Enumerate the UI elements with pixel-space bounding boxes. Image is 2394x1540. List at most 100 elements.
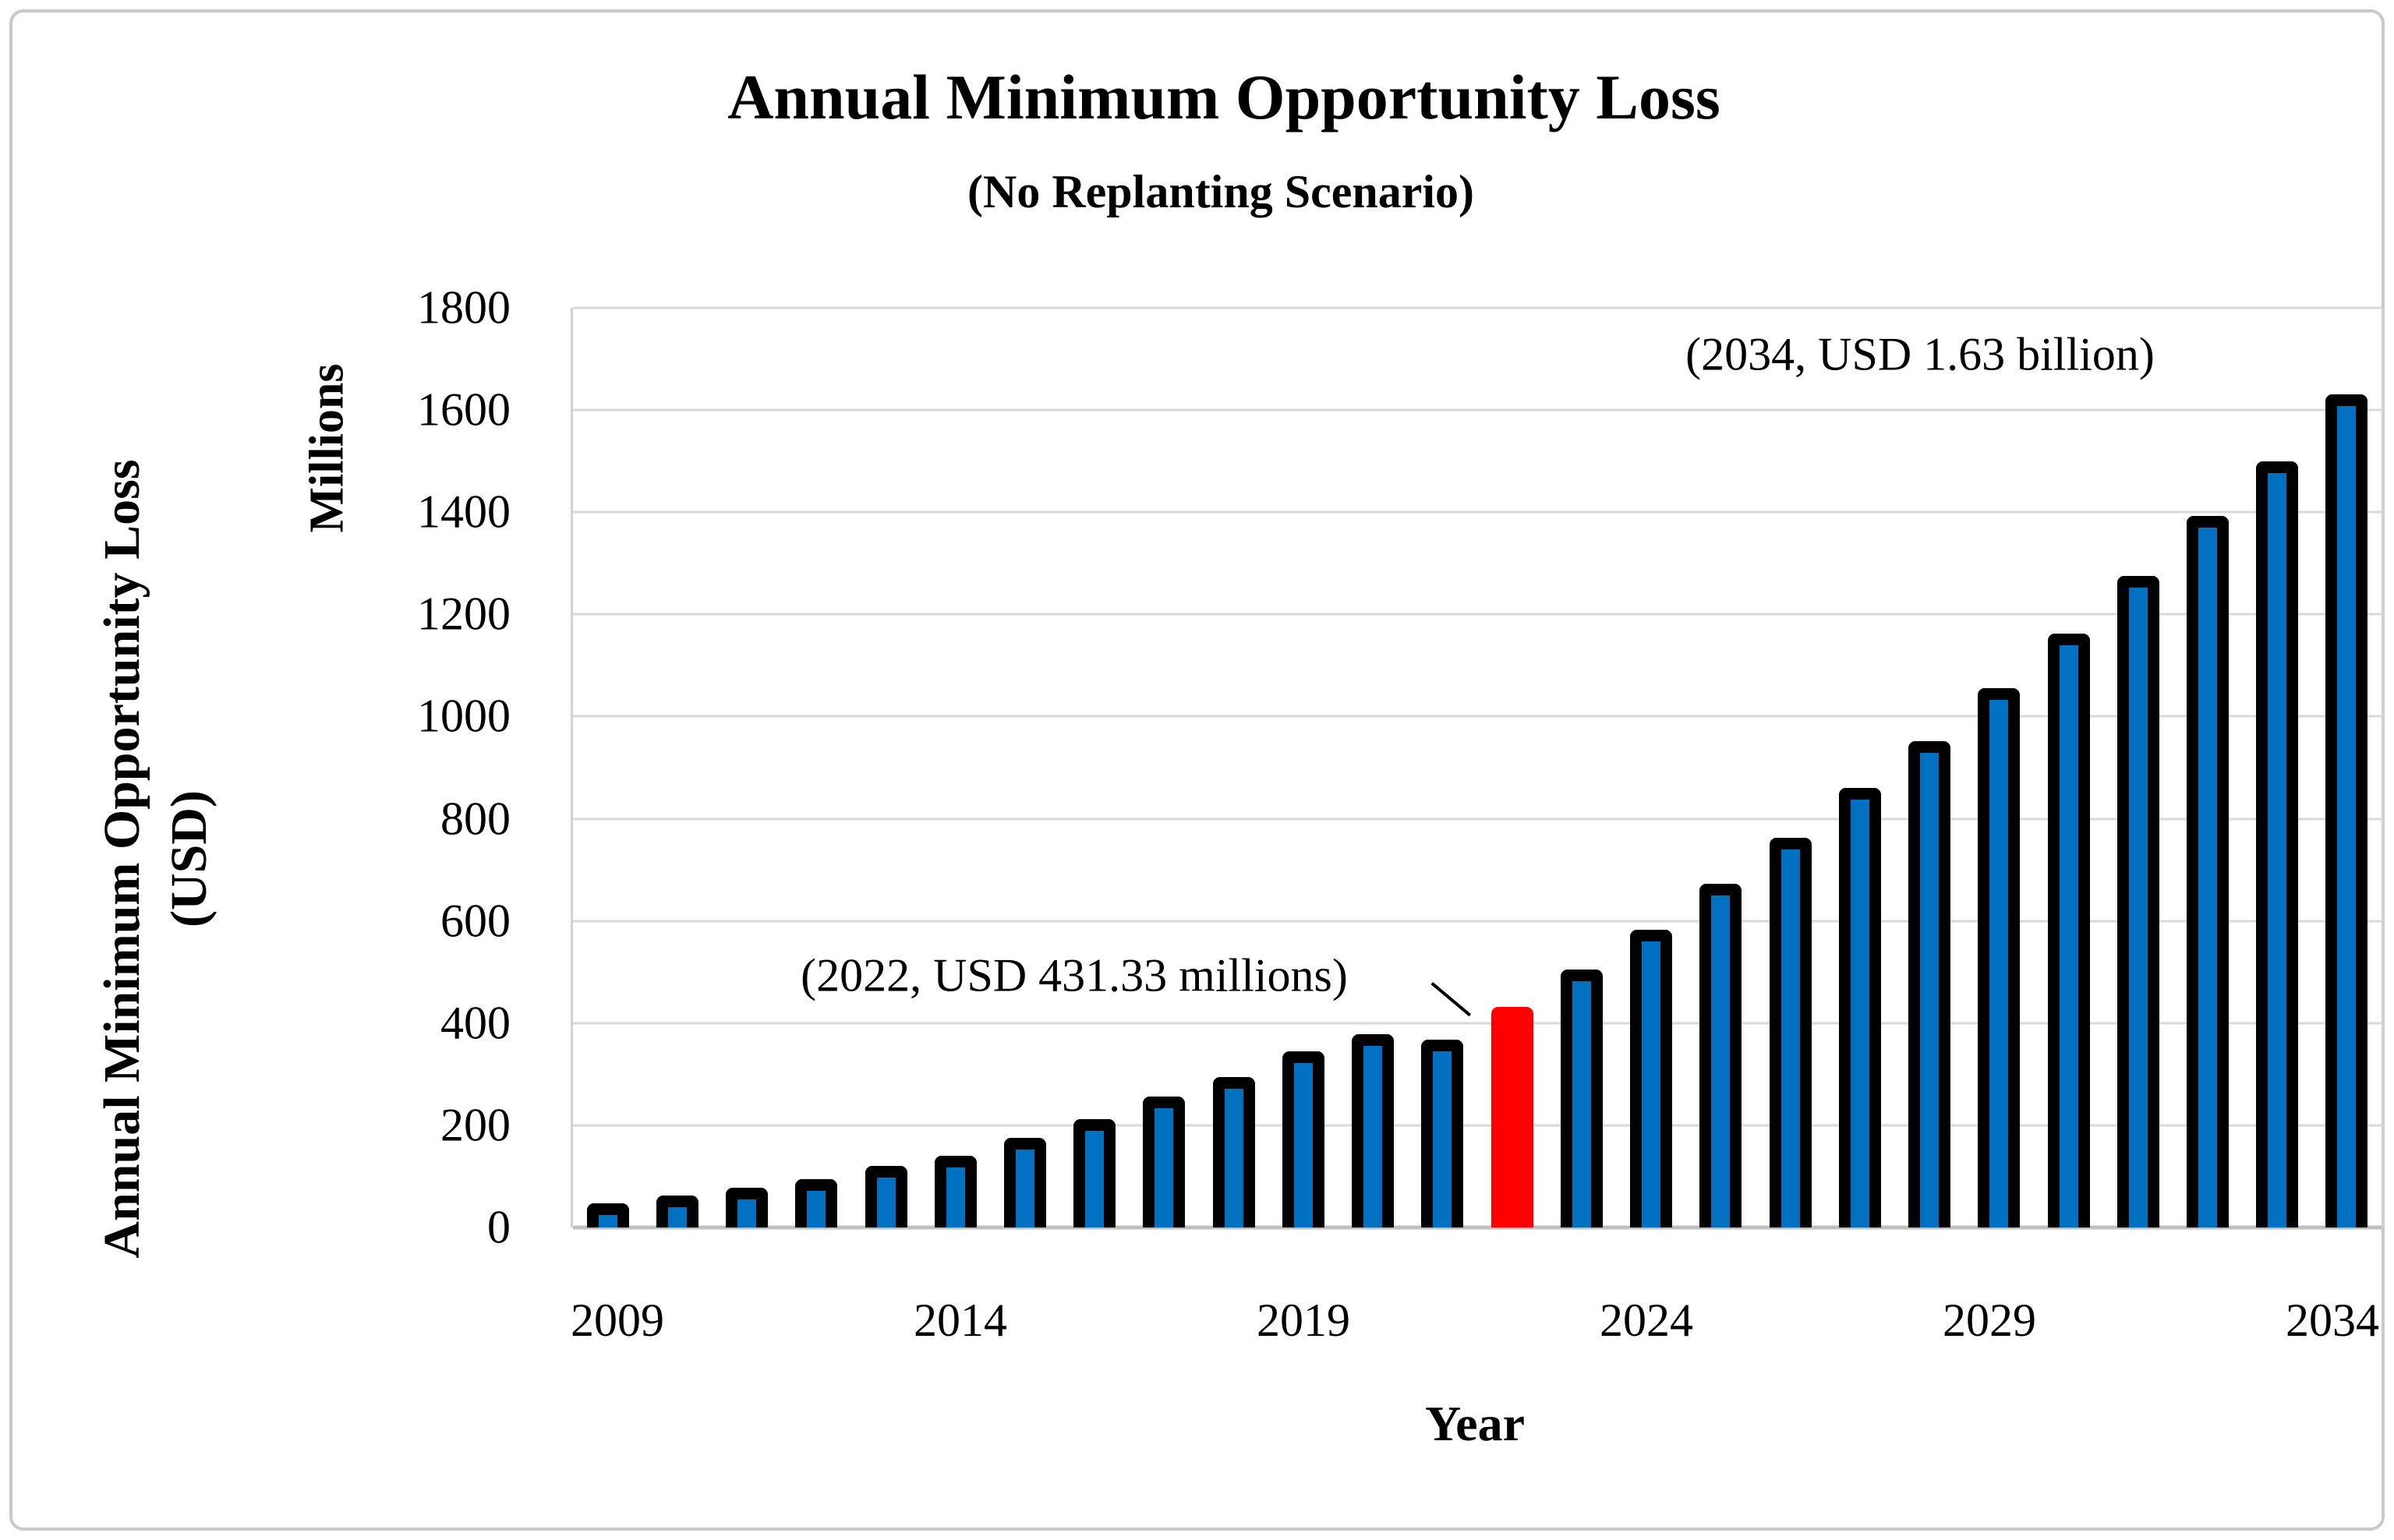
bar-slot-2009: [573, 308, 642, 1227]
bar-slot-2033: [2243, 308, 2312, 1227]
bar-2028: [1908, 740, 1951, 1227]
bar-2034: [2325, 394, 2368, 1227]
gridline-1800: [573, 306, 2382, 309]
bar-2031: [2116, 576, 2159, 1227]
gridline-600: [573, 920, 2382, 923]
highlighted-bar-2022: [1491, 1007, 1533, 1227]
y-tick-label-1600: 1600: [417, 383, 511, 436]
x-tick-label-2029: 2029: [1943, 1295, 2036, 1346]
bar-slot-2018: [1199, 308, 1268, 1227]
bar-2032: [2187, 516, 2229, 1227]
chart-subtitle: (No Replanting Scenario): [967, 166, 1474, 217]
plot-area: [571, 306, 2384, 1230]
bar-slot-2026: [1756, 308, 1825, 1227]
bar-slot-2028: [1894, 308, 1964, 1227]
bar-slot-2022: [1477, 308, 1547, 1227]
x-tick-label-2016: [1070, 1294, 1132, 1348]
x-tick-label-2032: [2161, 1294, 2223, 1348]
bar-series: [573, 308, 2382, 1227]
x-axis-title: Year: [1425, 1396, 1525, 1451]
x-axis-tick-labels: 2009 2014 2019 2024 2029 2034: [571, 1294, 2379, 1348]
annotation-2034: (2034, USD 1.63 billion): [1685, 328, 2155, 380]
bar-2021: [1421, 1040, 1464, 1227]
annotation-2022: (2022, USD 431.33 millions): [801, 949, 1348, 1001]
bar-2018: [1212, 1076, 1255, 1227]
bar-slot-2012: [782, 308, 851, 1227]
gridline-1000: [573, 715, 2382, 718]
gridline-800: [573, 818, 2382, 821]
x-tick-label-2023: [1537, 1294, 1600, 1348]
y-tick-label-1400: 1400: [417, 486, 511, 538]
bar-2023: [1560, 969, 1603, 1227]
bar-slot-2029: [1964, 308, 2034, 1227]
bar-2029: [1978, 688, 2021, 1227]
y-tick-label-1800: 1800: [417, 281, 511, 334]
x-tick-label-2009: 2009: [571, 1295, 664, 1346]
bar-2017: [1143, 1097, 1186, 1227]
x-tick-label-2014: 2014: [914, 1295, 1007, 1346]
y-tick-label-1200: 1200: [417, 588, 511, 640]
bar-slot-2031: [2103, 308, 2173, 1227]
bar-slot-2019: [1268, 308, 1338, 1227]
gridline-0: [573, 1225, 2382, 1230]
y-tick-label-200: 200: [440, 1099, 511, 1151]
bar-2024: [1630, 929, 1673, 1227]
y-tick-label-1000: 1000: [417, 690, 511, 742]
x-tick-label-2027: [1818, 1294, 1880, 1348]
bar-slot-2013: [851, 308, 921, 1227]
bar-slot-2010: [642, 308, 712, 1227]
x-tick-label-2025: [1693, 1294, 1756, 1348]
bar-slot-2020: [1338, 308, 1408, 1227]
y-tick-label-0: 0: [487, 1201, 511, 1253]
bar-slot-2032: [2173, 308, 2242, 1227]
x-tick-label-2015: [1007, 1294, 1070, 1348]
bar-2030: [2047, 633, 2090, 1227]
x-tick-label-2018: [1194, 1294, 1257, 1348]
bar-2019: [1282, 1051, 1324, 1227]
x-tick-label-2033: [2223, 1294, 2286, 1348]
x-tick-label-2011: [727, 1294, 789, 1348]
bar-2011: [726, 1187, 769, 1227]
bar-2033: [2256, 461, 2299, 1227]
bar-slot-2015: [990, 308, 1059, 1227]
chart-title: Annual Minimum Opportunity Loss: [727, 62, 1720, 132]
gridline-1200: [573, 613, 2382, 616]
bar-2015: [1004, 1138, 1047, 1227]
x-tick-label-2017: [1132, 1294, 1194, 1348]
y-tick-label-400: 400: [440, 997, 511, 1049]
bar-2025: [1699, 884, 1742, 1227]
bar-slot-2023: [1547, 308, 1616, 1227]
x-tick-label-2034: 2034: [2286, 1295, 2379, 1346]
x-tick-label-2019: 2019: [1257, 1295, 1350, 1346]
x-tick-label-2024: 2024: [1600, 1295, 1693, 1346]
bar-slot-2017: [1130, 308, 1199, 1227]
bar-slot-2016: [1060, 308, 1130, 1227]
x-tick-label-2030: [2036, 1294, 2099, 1348]
x-tick-label-2031: [2099, 1294, 2161, 1348]
bar-slot-2021: [1408, 308, 1477, 1227]
bar-slot-2027: [1825, 308, 1894, 1227]
bar-2026: [1769, 837, 1812, 1227]
bar-slot-2030: [2034, 308, 2103, 1227]
y-tick-label-600: 600: [440, 895, 511, 947]
x-tick-label-2021: [1413, 1294, 1475, 1348]
y-tick-label-800: 800: [440, 793, 511, 845]
y-axis-tick-labels: 1800 1600 1400 1200 1000 800 600 400 200 0: [0, 282, 511, 1253]
x-tick-label-2026: [1756, 1294, 1818, 1348]
bar-2012: [795, 1178, 838, 1227]
bar-2010: [656, 1196, 698, 1227]
x-tick-label-2013: [851, 1294, 914, 1348]
x-tick-label-2022: [1475, 1294, 1537, 1348]
x-tick-label-2028: [1880, 1294, 1943, 1348]
bar-slot-2034: [2312, 308, 2382, 1227]
x-tick-label-2010: [664, 1294, 727, 1348]
bar-2013: [865, 1166, 907, 1227]
bar-2014: [934, 1155, 977, 1227]
x-tick-label-2012: [789, 1294, 851, 1348]
bar-slot-2024: [1617, 308, 1686, 1227]
bar-2020: [1352, 1033, 1395, 1227]
x-tick-label-2020: [1350, 1294, 1413, 1348]
gridline-1400: [573, 510, 2382, 514]
bar-2009: [586, 1203, 629, 1227]
bar-slot-2025: [1686, 308, 1756, 1227]
